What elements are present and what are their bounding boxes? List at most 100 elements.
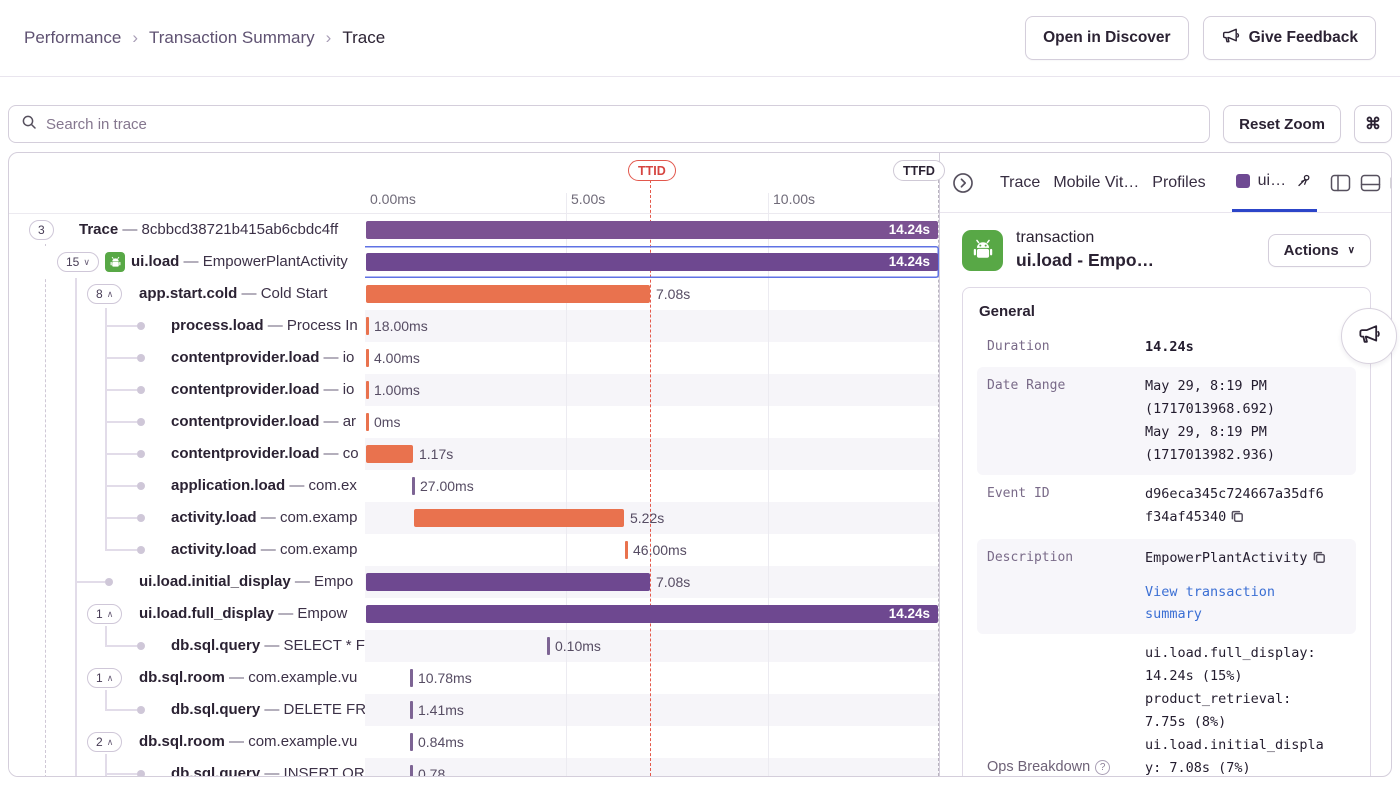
span-row-contentprovider.load[interactable]: contentprovider.load — io4.00ms [9,342,939,374]
span-timeline-cell[interactable]: 7.08s [365,278,939,310]
span-timeline-cell[interactable]: 4.00ms [365,342,939,374]
ttid-badge[interactable]: TTID [628,160,676,181]
layout-right-panel-icon-active[interactable] [1390,174,1391,192]
span-timeline-cell[interactable]: 18.00ms [365,310,939,342]
span-tree-cell[interactable]: contentprovider.load — io [9,374,365,406]
span-count-toggle[interactable]: 3 [29,220,54,240]
span-row-ui.load[interactable]: 15∨ui.load — EmpowerPlantActivity14.24s [9,246,939,278]
span-row-process.load[interactable]: process.load — Process In18.00ms [9,310,939,342]
tab-ui-load-active[interactable]: ui… [1236,172,1286,190]
span-timeline-cell[interactable]: 14.24s [365,246,939,278]
span-row-activity.load[interactable]: activity.load — com.examp5.22s [9,502,939,534]
span-duration-tick[interactable] [410,669,413,687]
span-tree-cell[interactable]: db.sql.query — DELETE FR [9,694,365,726]
span-timeline-cell[interactable]: 10.78ms [365,662,939,694]
expand-drawer-chevron-icon[interactable] [952,172,974,194]
span-timeline-cell[interactable]: 7.08s [365,566,939,598]
tab-mobile-vitals[interactable]: Mobile Vit… [1053,174,1139,192]
span-timeline-cell[interactable]: 0.10ms [365,630,939,662]
span-row-contentprovider.load[interactable]: contentprovider.load — co1.17s [9,438,939,470]
tab-trace[interactable]: Trace [1000,174,1040,192]
span-tree-cell[interactable]: 15∨ui.load — EmpowerPlantActivity [9,246,365,278]
span-timeline-cell[interactable]: 5.22s [365,502,939,534]
span-duration-tick[interactable] [547,637,550,655]
span-duration-bar[interactable] [366,285,650,303]
span-tree-cell[interactable]: 2∧db.sql.room — com.example.vu [9,726,365,758]
copy-icon[interactable] [1312,549,1326,572]
help-icon[interactable]: ? [1095,760,1110,775]
span-duration-bar[interactable] [366,573,650,591]
span-tree-cell[interactable]: process.load — Process In [9,310,365,342]
span-duration-tick[interactable] [410,701,413,719]
span-row-db.sql.query[interactable]: db.sql.query — SELECT * F0.10ms [9,630,939,662]
span-timeline-cell[interactable]: 0.78 [365,758,939,776]
span-timeline-cell[interactable]: 27.00ms [365,470,939,502]
span-timeline-cell[interactable]: 1.00ms [365,374,939,406]
span-timeline-cell[interactable]: 0ms [365,406,939,438]
layout-left-panel-icon[interactable] [1330,174,1351,192]
shortcut-command-button[interactable]: ⌘ [1354,105,1392,143]
span-timeline-cell[interactable]: 1.17s [365,438,939,470]
span-tree-cell[interactable]: activity.load — com.examp [9,534,365,566]
span-duration-bar[interactable] [414,509,624,527]
span-row-db.sql.room[interactable]: 2∧db.sql.room — com.example.vu0.84ms [9,726,939,758]
span-count-toggle[interactable]: 2∧ [87,732,122,752]
span-duration-bar[interactable] [366,605,938,623]
span-count-toggle[interactable]: 8∧ [87,284,122,304]
span-duration-tick[interactable] [412,477,415,495]
span-duration-tick[interactable] [625,541,628,559]
open-in-discover-button[interactable]: Open in Discover [1025,16,1188,60]
span-tree-cell[interactable]: 1∧ui.load.full_display — Empow [9,598,365,630]
search-box[interactable] [8,105,1210,143]
span-tree-cell[interactable]: 8∧app.start.cold — Cold Start [9,278,365,310]
span-tree-cell[interactable]: contentprovider.load — ar [9,406,365,438]
span-tree-cell[interactable]: application.load — com.ex [9,470,365,502]
span-duration-bar[interactable] [366,445,413,463]
span-duration-tick[interactable] [366,317,369,335]
span-tree-cell[interactable]: 1∧db.sql.room — com.example.vu [9,662,365,694]
span-row-contentprovider.load[interactable]: contentprovider.load — ar0ms [9,406,939,438]
span-row-db.sql.query[interactable]: db.sql.query — INSERT OR0.78 [9,758,939,776]
span-tree-cell[interactable]: contentprovider.load — io [9,342,365,374]
ttfd-badge[interactable]: TTFD [893,160,945,181]
span-row-activity.load[interactable]: activity.load — com.examp46.00ms [9,534,939,566]
span-row-app.start.cold[interactable]: 8∧app.start.cold — Cold Start7.08s [9,278,939,310]
span-timeline-cell[interactable]: 1.41ms [365,694,939,726]
span-duration-tick[interactable] [410,733,413,751]
search-input[interactable] [46,116,1197,133]
span-tree-cell[interactable]: contentprovider.load — co [9,438,365,470]
span-duration-bar[interactable] [366,221,938,239]
span-row-Trace[interactable]: 3Trace — 8cbbcd38721b415ab6cbdc4ff14.24s [9,214,939,246]
breadcrumb-performance[interactable]: Performance [24,28,121,48]
span-row-db.sql.query[interactable]: db.sql.query — DELETE FR1.41ms [9,694,939,726]
give-feedback-button[interactable]: Give Feedback [1203,16,1376,60]
span-tree-cell[interactable]: ui.load.initial_display — Empo [9,566,365,598]
span-tree-cell[interactable]: db.sql.query — INSERT OR [9,758,365,776]
copy-icon[interactable] [1230,508,1244,531]
feedback-floating-button[interactable] [1341,308,1397,364]
pin-tab-icon[interactable] [1296,173,1313,190]
span-timeline-cell[interactable]: 14.24s [365,214,939,246]
view-transaction-summary-link[interactable]: View transaction summary [1145,581,1327,627]
span-count-toggle[interactable]: 1∧ [87,668,122,688]
span-tree-cell[interactable]: db.sql.query — SELECT * F [9,630,365,662]
span-count-toggle[interactable]: 15∨ [57,252,99,272]
span-duration-tick[interactable] [410,765,413,776]
span-row-ui.load.full_display[interactable]: 1∧ui.load.full_display — Empow14.24s [9,598,939,630]
tab-profiles[interactable]: Profiles [1152,174,1205,192]
breadcrumb-transaction-summary[interactable]: Transaction Summary [149,28,315,48]
span-count-toggle[interactable]: 1∧ [87,604,122,624]
span-timeline-cell[interactable]: 46.00ms [365,534,939,566]
span-timeline-cell[interactable]: 14.24s [365,598,939,630]
span-timeline-cell[interactable]: 0.84ms [365,726,939,758]
span-tree-cell[interactable]: 3Trace — 8cbbcd38721b415ab6cbdc4ff [9,214,365,246]
span-row-ui.load.initial_display[interactable]: ui.load.initial_display — Empo7.08s [9,566,939,598]
span-duration-tick[interactable] [366,413,369,431]
reset-zoom-button[interactable]: Reset Zoom [1223,105,1341,143]
span-tree-cell[interactable]: activity.load — com.examp [9,502,365,534]
span-duration-tick[interactable] [366,381,369,399]
span-row-contentprovider.load[interactable]: contentprovider.load — io1.00ms [9,374,939,406]
actions-dropdown-button[interactable]: Actions ∨ [1268,234,1371,267]
span-row-application.load[interactable]: application.load — com.ex27.00ms [9,470,939,502]
span-duration-bar[interactable] [366,253,938,271]
